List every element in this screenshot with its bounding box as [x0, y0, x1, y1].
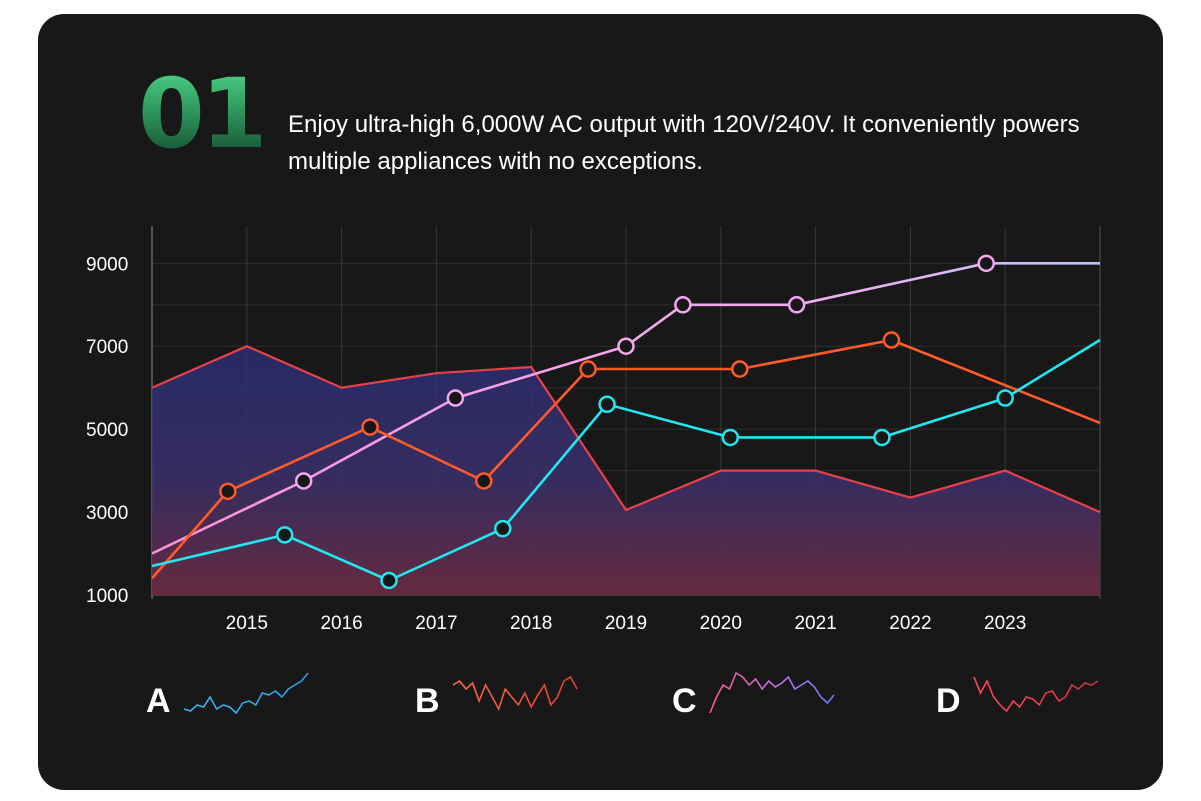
y-tick-label: 1000: [86, 586, 128, 607]
legend-label: D: [936, 682, 961, 720]
sparkline-path: [183, 672, 309, 715]
series-line-2: [151, 338, 1101, 580]
y-tick-label: 3000: [86, 503, 128, 524]
x-tick-label: 2015: [226, 613, 268, 634]
x-tick-label: 2021: [794, 613, 836, 634]
y-tick-label: 9000: [86, 254, 128, 275]
area-series: [151, 344, 1101, 595]
series-2-marker: [475, 472, 493, 490]
step-number: 01: [138, 58, 268, 170]
series-2-marker: [882, 331, 901, 349]
x-tick-label: 2019: [605, 613, 647, 634]
series-line-1: [151, 262, 1100, 555]
series-3-marker: [494, 519, 512, 538]
x-axis-ticks: 2015 2016 2017 2018 2019 2020 2021 2022 2023: [226, 613, 1027, 634]
series-3-marker: [598, 395, 616, 414]
series-1-marker: [787, 296, 806, 314]
description-text: Enjoy ultra-high 6,000W AC output with 1…: [288, 111, 1080, 175]
sparkline-path: [709, 671, 835, 714]
legend-sparkline: [973, 676, 1099, 713]
x-tick-label: 2020: [700, 613, 742, 634]
legend-sparkline: [183, 672, 309, 715]
sparkline-path: [452, 675, 578, 712]
x-tick-label: 2023: [984, 613, 1026, 634]
sparkline-path: [973, 676, 1099, 713]
series-3-marker: [873, 428, 891, 447]
x-tick-label: 2016: [320, 613, 362, 634]
y-tick-label: 5000: [86, 420, 128, 441]
series-1-marker: [977, 254, 995, 273]
chart-card: 01 Enjoy ultra-high 6,000W AC output wit…: [38, 14, 1163, 790]
area-line: [151, 344, 1101, 514]
x-tick-label: 2018: [510, 613, 552, 634]
series-3-marker: [996, 389, 1014, 407]
series-2-marker: [731, 360, 749, 378]
series-1-marker: [674, 296, 692, 314]
y-axis-ticks: 1000 3000 5000 7000 9000: [86, 254, 128, 607]
series-1-marker: [446, 389, 465, 407]
legend-label: C: [672, 682, 697, 720]
legend-label: A: [146, 682, 171, 720]
y-tick-label: 7000: [86, 337, 128, 358]
area-fill: [152, 346, 1100, 595]
series-3-marker: [380, 571, 398, 590]
series-3-marker: [275, 526, 294, 544]
legend-label: B: [415, 682, 440, 720]
series-2-marker: [579, 360, 597, 378]
series-2-marker: [219, 482, 237, 501]
series-1-marker: [617, 337, 635, 355]
series-3-marker: [721, 428, 740, 447]
series-2-marker: [361, 418, 379, 436]
legend-sparkline: [709, 671, 835, 714]
legend-sparkline: [452, 675, 578, 712]
x-tick-label: 2017: [415, 613, 457, 634]
series-1-marker: [294, 472, 313, 490]
line-series: [151, 254, 1101, 590]
x-tick-label: 2022: [889, 613, 931, 634]
